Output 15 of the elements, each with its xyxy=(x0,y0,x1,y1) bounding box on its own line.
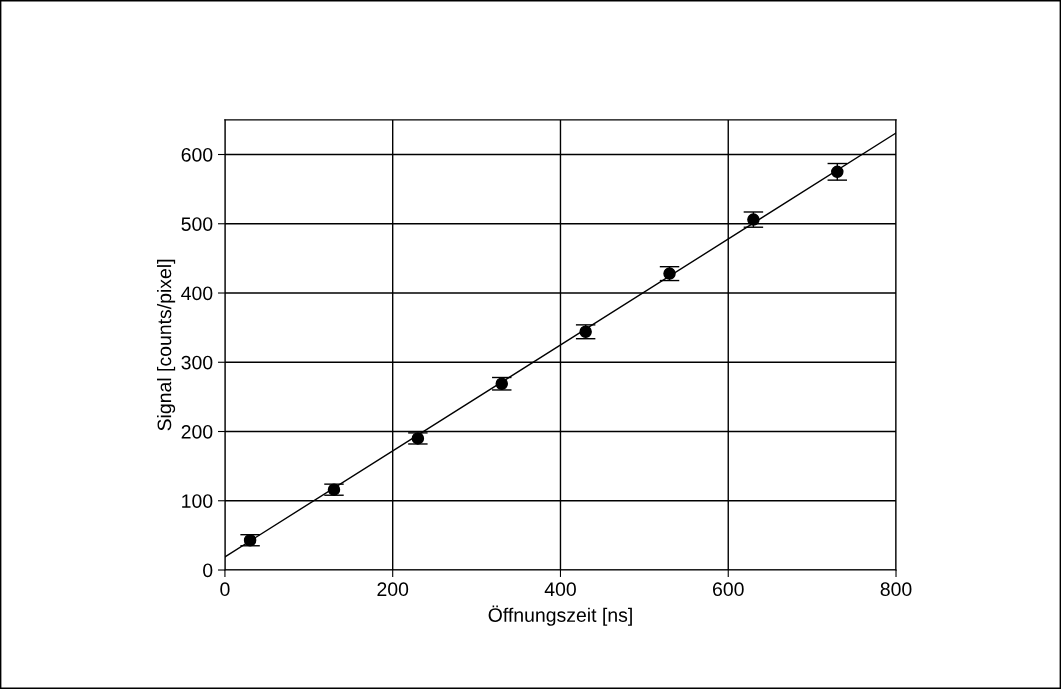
y-tick-label: 600 xyxy=(181,147,213,162)
y-tick-label: 100 xyxy=(182,494,213,508)
y-tick-label: 300 xyxy=(181,355,213,370)
point xyxy=(579,325,592,339)
y-tick-label: 500 xyxy=(181,217,213,231)
x-axis-title: Öffnungszeit [ns] xyxy=(488,605,632,626)
y-tick-label: 400 xyxy=(181,286,213,301)
y-axis-title: Signal [counts/pixel] xyxy=(157,259,176,431)
y-tick-label: 200 xyxy=(181,424,213,439)
x-tick-label: 600 xyxy=(713,582,744,597)
x-tick-label: 0 xyxy=(220,582,230,597)
y-tick-label: 0 xyxy=(203,563,213,578)
x-tick-label: 400 xyxy=(544,582,576,597)
x-tick-label: 800 xyxy=(880,582,912,597)
x-tick-label: 200 xyxy=(377,582,409,597)
